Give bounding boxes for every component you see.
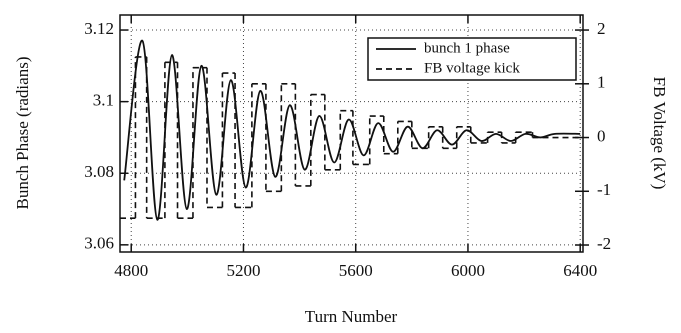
y2-tick-label: 1 (597, 73, 606, 92)
x-axis-label: Turn Number (305, 307, 398, 326)
y-tick-label: 3.06 (84, 234, 114, 253)
y2-tick-label: 0 (597, 126, 606, 145)
x-tick-label: 5200 (226, 261, 260, 280)
line (123, 39, 581, 221)
y2-tick-label: -2 (597, 234, 611, 253)
y-tick-label: 3.08 (84, 162, 114, 181)
legend-label: bunch 1 phase (424, 40, 510, 56)
x-tick-label: 5600 (339, 261, 373, 280)
x-tick-label: 4800 (114, 261, 148, 280)
y2-tick-label: 2 (597, 19, 606, 38)
y2-tick-label: -1 (597, 180, 611, 199)
plot-frame (119, 14, 584, 253)
x-tick-label: 6400 (563, 261, 597, 280)
y-tick-label: 3.12 (84, 19, 114, 38)
legend-label: FB voltage kick (424, 60, 520, 76)
y-tick-label: 3.1 (93, 91, 114, 110)
y-axis-label: Bunch Phase (radians) (13, 57, 32, 210)
x-tick-label: 6000 (451, 261, 485, 280)
y2-axis-label: FB Voltage (kV) (650, 77, 669, 190)
legend-box (367, 37, 577, 81)
